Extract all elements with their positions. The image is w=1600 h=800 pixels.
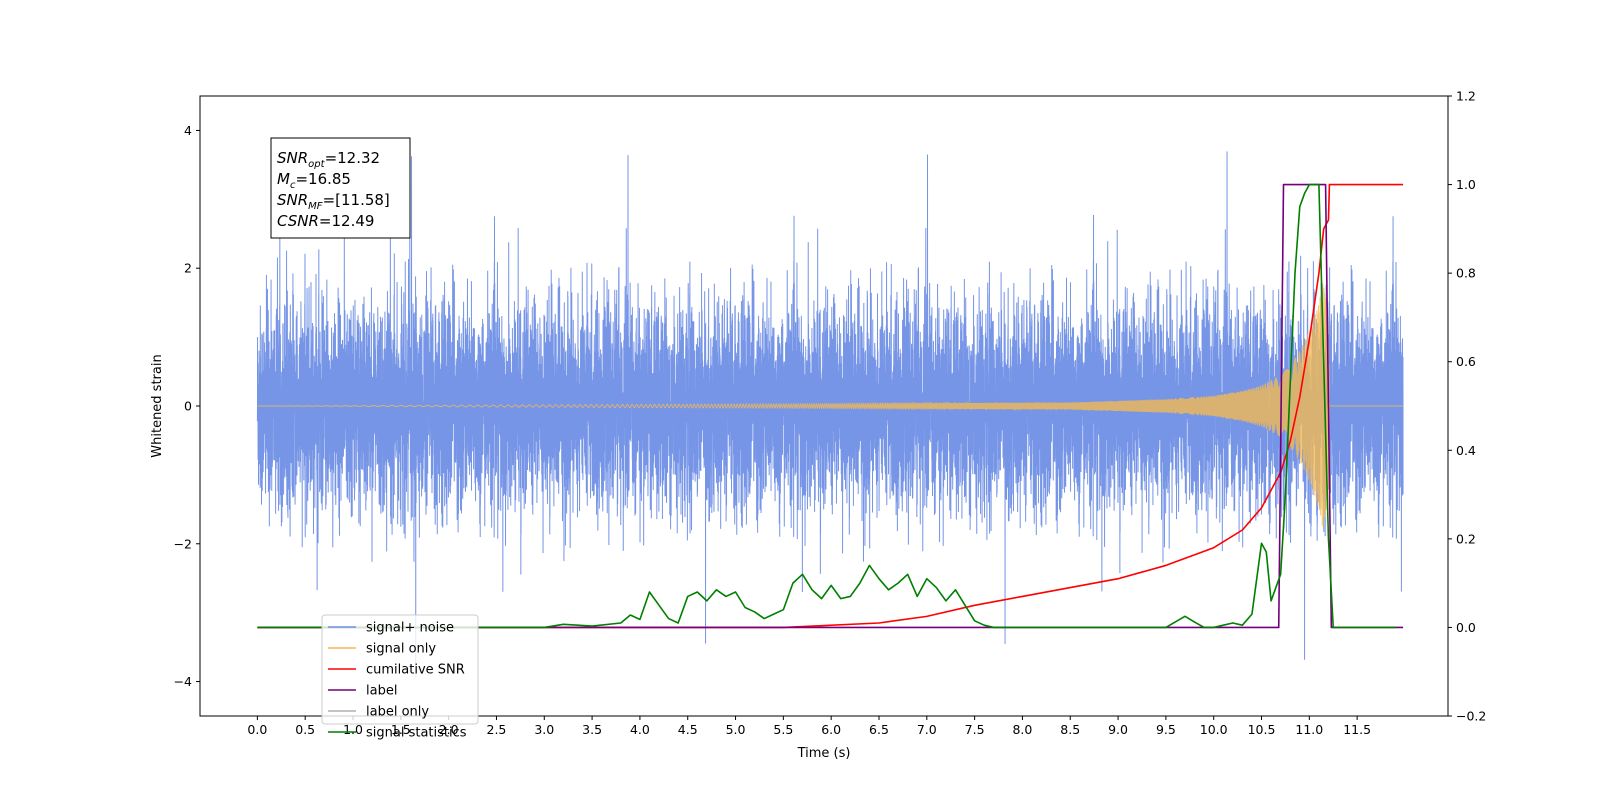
y2-tick-label: 1.2 bbox=[1456, 89, 1476, 104]
y-tick-label: −4 bbox=[174, 674, 192, 689]
x-tick-label: 9.0 bbox=[1108, 722, 1128, 737]
legend-label: signal+ noise bbox=[366, 621, 454, 636]
x-tick-label: 3.0 bbox=[534, 722, 554, 737]
x-tick-label: 6.5 bbox=[869, 722, 889, 737]
annotation-line: CSNR=12.49 bbox=[277, 212, 374, 230]
annotation-line: SNRopt=12.32 bbox=[277, 149, 380, 170]
annotation-frame bbox=[270, 137, 411, 239]
x-tick-label: 3.5 bbox=[582, 722, 602, 737]
x-tick-label: 8.5 bbox=[1060, 722, 1080, 737]
x-tick-label: 7.0 bbox=[917, 722, 937, 737]
y2-tick-label: 0.2 bbox=[1456, 531, 1476, 546]
y2-tick-label: 0.0 bbox=[1456, 620, 1476, 635]
x-tick-label: 4.5 bbox=[678, 722, 698, 737]
y-axis-right: −0.2 0.0 0.2 0.4 0.6 0.8 1.0 1.2 bbox=[1448, 89, 1486, 724]
x-tick-label: 11.0 bbox=[1295, 722, 1323, 737]
y-axis-left: −4 −2 0 2 4 bbox=[174, 123, 200, 689]
x-tick-label: 9.5 bbox=[1156, 722, 1176, 737]
y-tick-label: 2 bbox=[184, 261, 192, 276]
y2-tick-label: 0.4 bbox=[1456, 443, 1476, 458]
y-axis-label: Whitened strain bbox=[150, 354, 165, 457]
legend-label: label bbox=[366, 684, 397, 699]
x-tick-label: 5.0 bbox=[726, 722, 746, 737]
x-tick-label: 2.5 bbox=[487, 722, 507, 737]
x-tick-label: 11.5 bbox=[1343, 722, 1371, 737]
annotation-box: SNRopt=12.32Mc=16.85SNRMF=[11.58]CSNR=12… bbox=[270, 137, 411, 239]
x-tick-label: 0.5 bbox=[295, 722, 315, 737]
y2-tick-label: 0.8 bbox=[1456, 266, 1476, 281]
annotation-line: SNRMF=[11.58] bbox=[277, 191, 390, 212]
legend: signal+ noise signal only cumilative SNR la… bbox=[321, 614, 479, 741]
x-tick-label: 5.5 bbox=[773, 722, 793, 737]
y2-tick-label: 0.6 bbox=[1456, 354, 1476, 369]
x-tick-label: 7.5 bbox=[965, 722, 985, 737]
signal-only-line bbox=[257, 283, 1403, 530]
x-tick-label: 2.0 bbox=[439, 722, 459, 737]
signal-statistics-line bbox=[257, 183, 1396, 629]
x-tick-label: 10.5 bbox=[1248, 722, 1276, 737]
legend-frame bbox=[321, 614, 479, 725]
legend-label: signal only bbox=[366, 642, 436, 657]
x-axis: 0.0 0.5 1.0 1.5 2.0 2.5 3.0 3.5 4.0 4.5 5.0 5.5 6.0 6… bbox=[247, 716, 1371, 737]
x-tick-label: 8.0 bbox=[1012, 722, 1032, 737]
x-tick-label: 4.0 bbox=[630, 722, 650, 737]
x-tick-label: 1.5 bbox=[391, 722, 411, 737]
y-tick-label: 4 bbox=[184, 123, 192, 138]
x-axis-label: Time (s) bbox=[797, 746, 851, 761]
y2-tick-label: 1.0 bbox=[1456, 177, 1476, 192]
annotation-line: Mc=16.85 bbox=[277, 170, 351, 191]
signal-noise-line bbox=[256, 151, 1404, 679]
right-axis-series bbox=[257, 183, 1404, 629]
plot-area bbox=[256, 151, 1404, 679]
legend-label: signal statistics bbox=[366, 726, 467, 741]
x-tick-label: 10.0 bbox=[1200, 722, 1228, 737]
y2-tick-label: −0.2 bbox=[1456, 709, 1486, 724]
x-tick-label: 0.0 bbox=[247, 722, 267, 737]
signal-only-series bbox=[257, 283, 1403, 530]
legend-label: label only bbox=[366, 705, 429, 720]
signal-noise-series bbox=[256, 151, 1404, 679]
x-tick-label: 6.0 bbox=[821, 722, 841, 737]
legend-label: cumilative SNR bbox=[366, 663, 465, 678]
y-tick-label: −2 bbox=[174, 536, 192, 551]
x-tick-label: 1.0 bbox=[343, 722, 363, 737]
y-tick-label: 0 bbox=[184, 399, 192, 414]
cumilative-snr-line bbox=[257, 183, 1404, 629]
